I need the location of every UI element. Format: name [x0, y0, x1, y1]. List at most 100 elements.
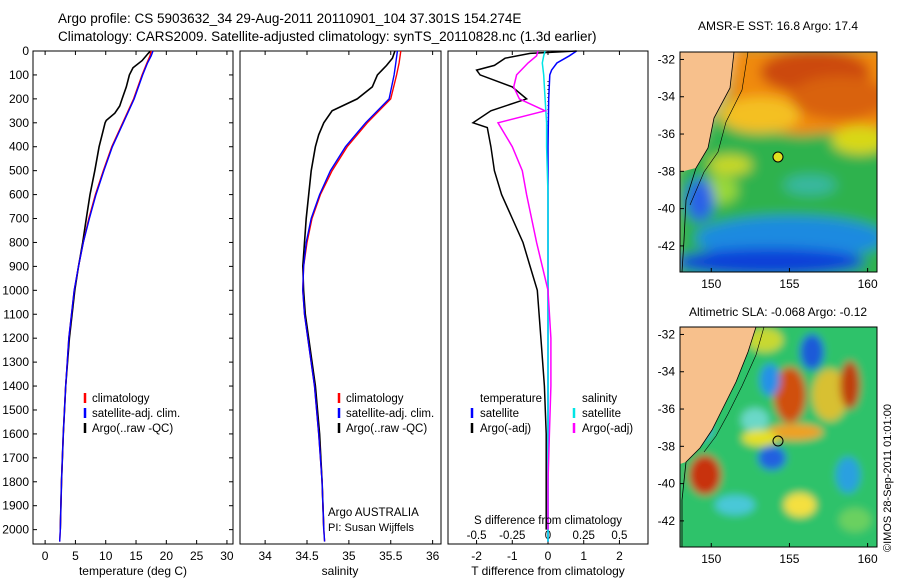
map-x-tick-label: 155 — [779, 277, 799, 291]
argo-float-marker — [772, 435, 784, 447]
depth-tick-label: 1200 — [2, 331, 29, 345]
sla-map-axes: 150 155 160 -32 -34 -36 -38 -40 -42 — [658, 327, 878, 566]
depth-tick-label: 1600 — [2, 427, 29, 441]
sla-map-frame — [679, 326, 878, 548]
map-y-tick-label: -42 — [658, 514, 676, 528]
temperature-x-label: temperature (deg C) — [79, 564, 187, 578]
map-x-tick-label: 155 — [779, 552, 799, 566]
depth-tick-label: 1100 — [3, 307, 29, 321]
s-tick-label: 0.5 — [611, 530, 627, 542]
x-tick-label: 0 — [545, 549, 552, 563]
x-tick-label: 34.5 — [295, 549, 319, 563]
legend-label-argo: Argo(..raw -QC) — [346, 423, 427, 435]
pi-label: PI: Susan Wijffels — [328, 522, 414, 534]
series-line-satellite-adj--clim- — [302, 50, 399, 542]
depth-tick-label: 0 — [22, 44, 29, 58]
depth-tick-label: 1800 — [2, 475, 29, 489]
argo-program-label: Argo AUSTRALIA — [328, 507, 419, 519]
salinity-series — [301, 50, 402, 542]
credit-label: ©IMOS 28-Sep-2011 01:01:00 — [882, 404, 894, 552]
depth-tick-label: 400 — [9, 140, 29, 154]
series-line-t-argo--adj- — [471, 50, 577, 530]
temperature-series — [59, 50, 154, 542]
depth-tick-label: 1700 — [2, 451, 29, 465]
map-y-tick-label: -40 — [658, 202, 676, 216]
depth-tick-label: 800 — [9, 235, 29, 249]
temperature-axes-frame — [32, 50, 234, 545]
depth-tick-label: 700 — [9, 212, 29, 226]
salinity-legend: climatology satellite-adj. clim. Argo(..… — [337, 393, 434, 435]
sst-map-title: AMSR-E SST: 16.8 Argo: 17.4 — [698, 19, 858, 33]
sst-map-frame — [679, 51, 878, 273]
salinity-axes-frame — [239, 50, 442, 545]
x-tick-label: 10 — [99, 549, 113, 563]
depth-tick-label: 200 — [9, 92, 29, 106]
argo-float-marker — [772, 151, 784, 163]
header-line-1: Argo profile: CS 5903632_34 29-Aug-2011 … — [58, 11, 522, 26]
map-y-tick-label: -34 — [658, 90, 676, 104]
salinity-x-axis: 34 34.5 35 35.5 36 — [258, 51, 440, 563]
map-y-tick-label: -40 — [658, 477, 676, 491]
temperature-legend: climatology satellite-adj. clim. Argo(..… — [83, 393, 180, 435]
x-tick-label: 15 — [129, 549, 143, 563]
s-difference-label: S difference from climatology — [474, 515, 622, 527]
map-x-tick-label: 160 — [858, 277, 878, 291]
legend-label-climatology: climatology — [346, 393, 404, 405]
x-tick-label: 35.5 — [379, 549, 403, 563]
series-line-s-satellite — [541, 50, 549, 542]
map-y-tick-label: -36 — [658, 127, 676, 141]
difference-legend: temperature satellite Argo(-adj) salinit… — [470, 393, 633, 435]
sla-map: Altimetric SLA: -0.068 Argo: -0.12 — [658, 305, 878, 566]
depth-tick-label: 1400 — [2, 379, 29, 393]
x-tick-label: -1 — [507, 549, 518, 563]
temperature-panel: 0100200300400500600700800900100011001200… — [2, 44, 452, 578]
legend-label-argo: Argo(..raw -QC) — [92, 423, 173, 435]
depth-tick-label: 900 — [9, 259, 29, 273]
legend-title-salinity: salinity — [582, 393, 617, 405]
legend-label-climatology: climatology — [92, 393, 150, 405]
series-line-argo---raw--qc- — [301, 50, 396, 530]
legend-title-temperature: temperature — [480, 393, 542, 405]
map-y-tick-label: -36 — [658, 402, 676, 416]
map-y-tick-label: -38 — [658, 164, 676, 178]
x-tick-label: 1 — [580, 549, 587, 563]
s-tick-label: 0.25 — [573, 530, 595, 542]
s-tick-label: -0.25 — [499, 530, 525, 542]
map-x-tick-label: 150 — [701, 277, 721, 291]
x-tick-label: -2 — [471, 549, 482, 563]
map-x-tick-label: 150 — [701, 552, 721, 566]
depth-tick-label: 2000 — [2, 523, 29, 537]
depth-tick-label: 500 — [9, 164, 29, 178]
map-y-tick-label: -32 — [658, 52, 676, 66]
x-tick-label: 2 — [616, 549, 623, 563]
sst-map-axes: 150 155 160 -32 -34 -36 -38 -40 -42 — [658, 52, 878, 291]
depth-tick-label: 300 — [9, 116, 29, 130]
sst-map-field — [680, 52, 877, 272]
depth-tick-label: 100 — [9, 68, 29, 82]
depth-tick-label: 1500 — [2, 403, 29, 417]
legend-label-t-argo: Argo(-adj) — [480, 423, 531, 435]
x-tick-label: 25 — [190, 549, 204, 563]
x-tick-label: 36 — [426, 549, 440, 563]
x-tick-label: 5 — [72, 549, 79, 563]
salinity-x-label: salinity — [322, 564, 359, 578]
series-line-s-argo--adj- — [496, 50, 552, 530]
legend-label-s-argo: Argo(-adj) — [582, 423, 633, 435]
series-line-satellite-adj--clim- — [59, 50, 154, 542]
temperature-x-axis: 0 5 10 15 20 25 30 — [42, 51, 234, 563]
map-y-tick-label: -34 — [658, 365, 676, 379]
sst-map: AMSR-E SST: 16.8 Argo: 17.4 — [658, 19, 878, 291]
x-tick-label: 34 — [258, 549, 272, 563]
sla-map-title: Altimetric SLA: -0.068 Argo: -0.12 — [689, 305, 867, 319]
difference-panel: -2 -1 0 1 2-0.5 -0.25 0 0.25 0.5 S difference fr… — [447, 50, 649, 578]
depth-axis: 0 100 200 300 400 500 600 700 800 900 1000 1100 1200… — [2, 44, 452, 537]
depth-tick-label: 1000 — [2, 283, 29, 297]
depth-tick-label: 600 — [9, 188, 29, 202]
x-tick-label: 0 — [42, 549, 49, 563]
map-y-tick-label: -32 — [658, 327, 676, 341]
legend-label-t-satellite: satellite — [480, 408, 519, 420]
map-y-tick-label: -42 — [658, 239, 676, 253]
legend-label-s-satellite: satellite — [582, 408, 621, 420]
x-tick-label: 20 — [160, 549, 174, 563]
